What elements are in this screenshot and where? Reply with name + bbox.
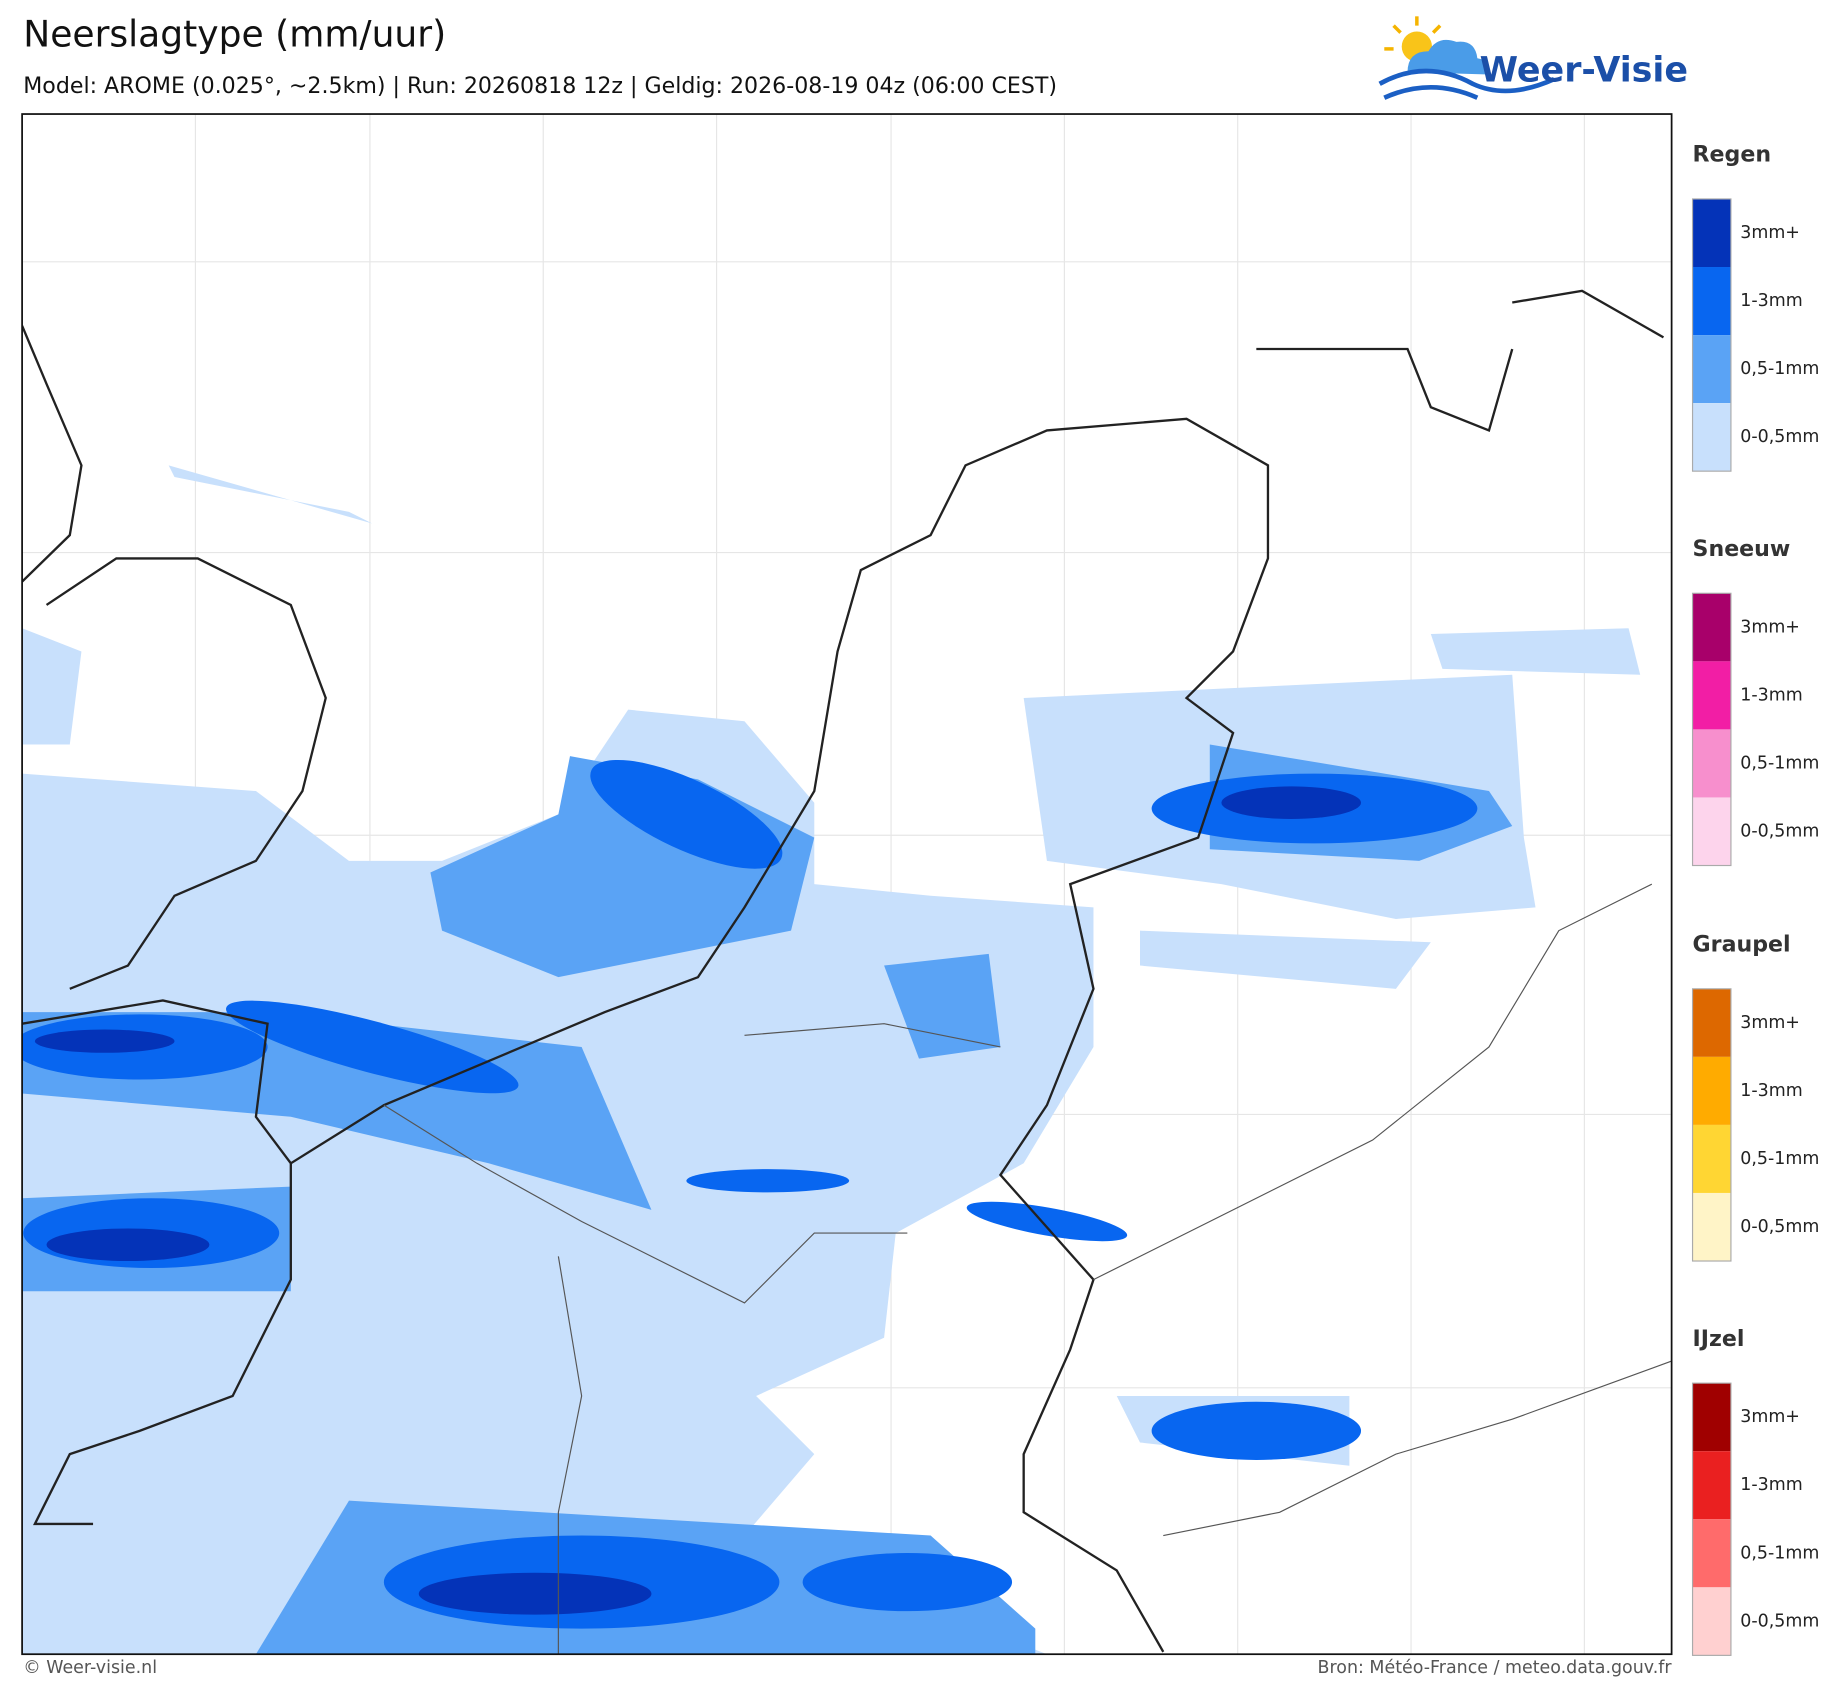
legend-item: 0-0,5mm: [1740, 1217, 1819, 1237]
legend-swatch: [1692, 1192, 1731, 1262]
legend-item: 0,5-1mm: [1740, 359, 1819, 379]
legend-swatch: [1692, 1519, 1731, 1588]
legend-swatch: [1692, 1383, 1731, 1452]
logo-text: Weer-Visie: [1480, 50, 1688, 90]
legend-swatch: [1692, 729, 1731, 798]
legend: Regen 3mm+ 1-3mm 0,5-1mm 0-0,5mm Sneeuw 3mm+ 1-…: [1691, 142, 1819, 1656]
footer-right: Bron: Météo-France / meteo.data.gouv.fr: [1318, 1658, 1673, 1678]
legend-title: Sneeuw: [1693, 536, 1791, 562]
legend-item: 1-3mm: [1740, 685, 1802, 705]
legend-swatch: [1692, 593, 1731, 662]
legend-swatch: [1692, 1124, 1731, 1193]
legend-item: 0,5-1mm: [1740, 1149, 1819, 1169]
footer-left: © Weer-visie.nl: [23, 1658, 157, 1678]
legend-item: 3mm+: [1740, 617, 1800, 637]
legend-swatch: [1692, 1056, 1731, 1125]
legend-item: 3mm+: [1740, 223, 1800, 243]
legend-title: Graupel: [1693, 932, 1791, 958]
legend-item: 1-3mm: [1740, 291, 1802, 311]
legend-item: 0-0,5mm: [1740, 821, 1819, 841]
legend-swatch: [1692, 267, 1731, 336]
legend-title: Regen: [1693, 142, 1772, 168]
logo: Weer-Visie: [1378, 16, 1688, 100]
legend-item: 1-3mm: [1740, 1475, 1802, 1495]
legend-swatch: [1692, 988, 1731, 1057]
map: [22, 114, 1672, 1655]
map-frame: [21, 113, 1673, 1656]
legend-item: 3mm+: [1740, 1013, 1800, 1033]
legend-item: 0-0,5mm: [1740, 427, 1819, 447]
legend-swatch: [1692, 797, 1731, 866]
legend-item: 0,5-1mm: [1740, 753, 1819, 773]
subtitle: Model: AROME (0.025°, ~2.5km) | Run: 202…: [23, 73, 1057, 99]
legend-box: [1691, 592, 1732, 867]
legend-swatch: [1692, 335, 1731, 404]
legend-box: [1691, 198, 1732, 472]
legend-item: 0,5-1mm: [1740, 1543, 1819, 1563]
legend-swatch: [1692, 1587, 1731, 1656]
legend-item: 1-3mm: [1740, 1081, 1802, 1101]
legend-swatch: [1692, 661, 1731, 730]
legend-box: [1691, 988, 1732, 1262]
legend-item: 3mm+: [1740, 1407, 1800, 1427]
legend-item: 0-0,5mm: [1740, 1611, 1819, 1631]
legend-swatch: [1692, 198, 1731, 268]
legend-swatch: [1692, 1451, 1731, 1520]
legend-box: [1691, 1382, 1732, 1656]
title: Neerslagtype (mm/uur): [23, 14, 446, 56]
legend-title: IJzel: [1693, 1326, 1745, 1352]
legend-swatch: [1692, 403, 1731, 472]
